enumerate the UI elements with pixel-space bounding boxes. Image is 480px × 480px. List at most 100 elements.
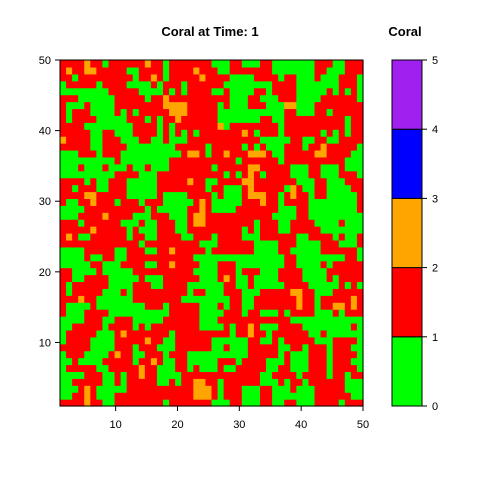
heatmap-cell: [181, 149, 188, 158]
heatmap-cell: [199, 233, 207, 241]
heatmap-cell: [132, 281, 140, 289]
heatmap-cell: [356, 149, 364, 158]
heatmap-cell: [126, 274, 134, 283]
heatmap-cell: [284, 295, 291, 303]
heatmap-cell: [290, 115, 297, 123]
heatmap-cell: [314, 316, 322, 324]
heatmap-cell: [241, 260, 249, 269]
heatmap-cell: [72, 239, 79, 248]
heatmap-cell: [259, 205, 267, 213]
heatmap-cell: [114, 322, 122, 331]
heatmap-cell: [108, 129, 116, 137]
heatmap-cell: [356, 143, 364, 151]
heatmap-cell: [175, 336, 182, 345]
heatmap-cell: [175, 295, 182, 303]
heatmap-cell: [211, 108, 219, 116]
heatmap-cell: [314, 260, 322, 269]
heatmap-cell: [60, 198, 67, 206]
heatmap-cell: [199, 267, 207, 276]
heatmap-cell: [211, 350, 219, 359]
heatmap-cell: [350, 281, 358, 289]
heatmap-cell: [344, 295, 352, 303]
heatmap-cell: [272, 260, 279, 269]
heatmap-cell: [163, 385, 170, 393]
heatmap-cell: [344, 101, 352, 110]
heatmap-cell: [278, 267, 285, 276]
heatmap-cell: [72, 274, 79, 283]
heatmap-cell: [223, 322, 231, 331]
heatmap-cell: [126, 288, 134, 296]
heatmap-cell: [114, 260, 122, 269]
heatmap-cell: [199, 246, 207, 255]
heatmap-cell: [235, 177, 243, 186]
heatmap-cell: [72, 260, 79, 269]
heatmap-cell: [84, 226, 91, 234]
heatmap-cell: [278, 66, 285, 75]
heatmap-cell: [272, 281, 279, 289]
heatmap-cell: [78, 156, 85, 165]
heatmap-cell: [108, 239, 116, 248]
heatmap-cell: [211, 309, 219, 317]
heatmap-cell: [120, 399, 128, 407]
heatmap-cell: [84, 198, 91, 206]
heatmap-cell: [90, 274, 97, 283]
heatmap-cell: [338, 357, 346, 366]
heatmap-cell: [344, 246, 352, 255]
heatmap-cell: [338, 343, 346, 352]
heatmap-cell: [320, 392, 328, 400]
heatmap-cell: [175, 143, 182, 151]
heatmap-cell: [235, 343, 243, 352]
heatmap-cell: [241, 288, 249, 296]
heatmap-cell: [326, 309, 334, 317]
heatmap-cell: [132, 316, 140, 324]
heatmap-cell: [259, 233, 267, 241]
heatmap-cell: [60, 226, 67, 234]
heatmap-cell: [290, 94, 297, 103]
heatmap-cell: [259, 143, 267, 151]
heatmap-cell: [350, 170, 358, 179]
heatmap-cell: [302, 371, 310, 379]
heatmap-cell: [272, 129, 279, 137]
heatmap-cell: [302, 149, 310, 158]
heatmap-cell: [138, 281, 146, 289]
heatmap-cell: [290, 343, 297, 352]
heatmap-cell: [229, 385, 237, 393]
heatmap-cell: [66, 392, 73, 400]
heatmap-cell: [120, 94, 128, 103]
heatmap-cell: [60, 371, 67, 379]
heatmap-cell: [96, 149, 104, 158]
heatmap-cell: [314, 322, 322, 331]
heatmap-cell: [290, 329, 297, 338]
heatmap-cell: [78, 260, 85, 269]
heatmap-cell: [350, 184, 358, 193]
heatmap-cell: [150, 87, 158, 96]
heatmap-cell: [120, 302, 128, 310]
heatmap-cell: [350, 364, 358, 372]
heatmap-cell: [199, 371, 207, 379]
heatmap-cell: [132, 94, 140, 103]
heatmap-cell: [217, 205, 225, 213]
heatmap-cell: [229, 329, 237, 338]
heatmap-cell: [78, 149, 85, 158]
heatmap-cell: [102, 149, 110, 158]
heatmap-cell: [278, 115, 285, 123]
heatmap-cell: [326, 357, 334, 366]
heatmap-cell: [78, 253, 85, 262]
heatmap-cell: [120, 253, 128, 262]
heatmap-cell: [211, 143, 219, 151]
heatmap-cell: [217, 80, 225, 89]
heatmap-cell: [272, 329, 279, 338]
heatmap-cell: [205, 329, 213, 338]
heatmap-cell: [284, 274, 291, 283]
heatmap-cell: [259, 101, 267, 110]
heatmap-cell: [150, 267, 158, 276]
heatmap-cell: [187, 371, 194, 379]
heatmap-cell: [314, 226, 322, 234]
heatmap-cell: [132, 226, 140, 234]
heatmap-cell: [266, 101, 273, 110]
heatmap-cell: [344, 163, 352, 172]
heatmap-cell: [114, 73, 122, 82]
heatmap-cell: [259, 399, 267, 407]
heatmap-cell: [253, 226, 261, 234]
heatmap-cell: [84, 392, 91, 400]
